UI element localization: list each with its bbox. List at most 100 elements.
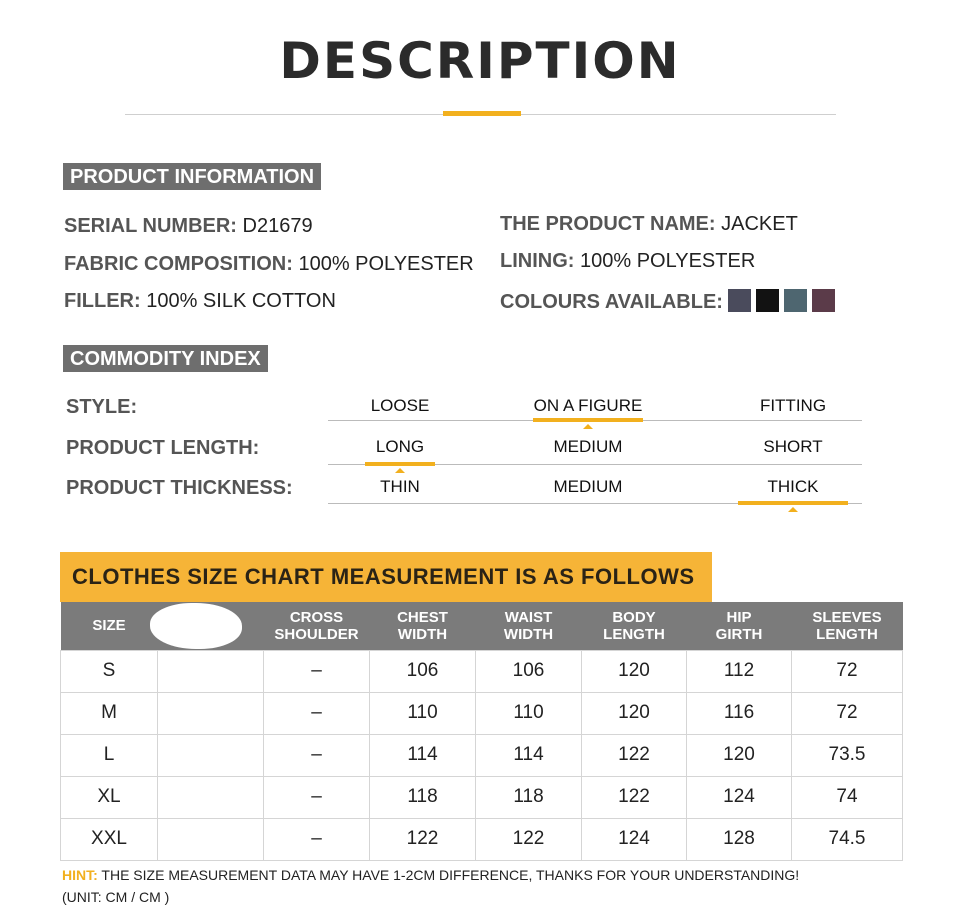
header-line: HIP [726, 608, 752, 626]
index-option: THICK [767, 477, 819, 496]
header-line: LENGTH [816, 625, 878, 643]
index-option: MEDIUM [553, 477, 623, 496]
lining-value: 100% POLYESTER [580, 250, 756, 272]
header-line: WAIST [504, 608, 553, 626]
table-cell: 122 [581, 775, 687, 819]
column-header: SIZE [60, 602, 158, 650]
column-header: BODY LENGTH [581, 602, 687, 650]
colour-swatch [727, 289, 751, 312]
table-cell: 106 [475, 649, 582, 693]
column-header: HIP GIRTH [686, 602, 792, 650]
fabric-composition: FABRIC COMPOSITION: 100% POLYESTER [64, 253, 474, 276]
table-cell: XL [60, 775, 158, 819]
header-line: CHEST [397, 608, 448, 626]
header-line: SIZE [92, 617, 126, 635]
index-option: THIN [380, 477, 420, 496]
serial-number: SERIAL NUMBER: D21679 [64, 215, 313, 238]
hint-label: HINT: [62, 867, 98, 883]
size-chart-heading: CLOTHES SIZE CHART MEASUREMENT IS AS FOL… [60, 552, 712, 602]
table-row: S –106 106 120 112 72 [60, 649, 903, 693]
selected-indicator-bar [365, 462, 435, 466]
table-cell: 120 [581, 649, 687, 693]
table-cell: 116 [686, 691, 792, 735]
table-cell: 74.5 [791, 817, 903, 861]
table-cell: 122 [475, 817, 582, 861]
header-line: WIDTH [397, 625, 448, 643]
index-option: MEDIUM [553, 437, 623, 456]
selected-indicator-arrow [395, 468, 405, 473]
header-line: WIDTH [503, 625, 554, 643]
index-option: FITTING [759, 396, 827, 415]
table-row: L –114 114 122 120 73.5 [60, 733, 903, 777]
index-label: PRODUCT THICKNESS: [66, 477, 293, 499]
table-cell: 128 [686, 817, 792, 861]
table-cell [157, 691, 264, 735]
table-row: XXL –122 122 124 128 74.5 [60, 817, 903, 861]
table-cell: 118 [369, 775, 476, 819]
column-header: CHEST WIDTH [369, 602, 476, 650]
column-header: CROSS SHOULDER [263, 602, 370, 650]
table-cell: 124 [581, 817, 687, 861]
hint: HINT: THE SIZE MEASUREMENT DATA MAY HAVE… [62, 867, 799, 883]
colour-swatch [811, 289, 835, 312]
colour-swatch [755, 289, 779, 312]
table-cell [157, 649, 264, 693]
page-title: DESCRIPTION [279, 32, 681, 90]
table-cell: S [60, 649, 158, 693]
table-cell: M [60, 691, 158, 735]
table-cell: XXL [60, 817, 158, 861]
index-row-divider [328, 464, 862, 465]
lining-label: LINING: [500, 250, 575, 272]
table-cell: 112 [686, 649, 792, 693]
name-label: THE PRODUCT NAME: [500, 213, 716, 235]
fabric-value: 100% POLYESTER [298, 253, 474, 275]
table-cell: 74 [791, 775, 903, 819]
serial-label: SERIAL NUMBER: [64, 215, 237, 237]
table-cell: 124 [686, 775, 792, 819]
index-option: SHORT [763, 437, 823, 456]
table-cell: L [60, 733, 158, 777]
redaction-mark [150, 603, 242, 649]
filler: FILLER: 100% SILK COTTON [64, 290, 336, 313]
table-cell: 122 [369, 817, 476, 861]
hint-text: THE SIZE MEASUREMENT DATA MAY HAVE 1-2CM… [101, 867, 800, 883]
colour-swatch [783, 289, 807, 312]
header-line: CROSS [289, 608, 344, 626]
title-accent-bar [443, 111, 521, 116]
unit-note: (UNIT: CM / CM ) [62, 889, 170, 905]
table-cell: 110 [475, 691, 582, 735]
product-name: THE PRODUCT NAME: JACKET [500, 213, 798, 236]
table-cell: 120 [686, 733, 792, 777]
colours-label: COLOURS AVAILABLE: [500, 291, 723, 313]
column-header: WAIST WIDTH [475, 602, 582, 650]
table-cell: – [263, 691, 370, 735]
table-cell: 118 [475, 775, 582, 819]
index-label: STYLE: [66, 396, 138, 418]
index-option: ON A FIGURE [533, 396, 643, 415]
header-line: BODY [612, 608, 656, 626]
table-cell: – [263, 775, 370, 819]
index-label: PRODUCT LENGTH: [66, 437, 260, 459]
colours-available: COLOURS AVAILABLE: [500, 289, 835, 314]
index-row-divider [328, 503, 862, 504]
table-cell: 114 [369, 733, 476, 777]
selected-indicator-bar [533, 418, 643, 422]
selected-indicator-bar [738, 501, 848, 505]
table-cell: – [263, 817, 370, 861]
index-option: LOOSE [370, 396, 430, 415]
table-cell [157, 733, 264, 777]
serial-value: D21679 [242, 215, 313, 237]
header-line: SHOULDER [274, 625, 359, 643]
table-cell [157, 775, 264, 819]
filler-value: 100% SILK COTTON [146, 290, 336, 312]
lining: LINING: 100% POLYESTER [500, 250, 755, 273]
table-cell: 120 [581, 691, 687, 735]
table-row: XL –118 118 122 124 74 [60, 775, 903, 819]
selected-indicator-arrow [583, 424, 593, 429]
size-chart-table: SIZE CROSS SHOULDER CHEST WIDTH WAIST WIDTH BOD… [60, 602, 903, 861]
table-cell: 122 [581, 733, 687, 777]
table-cell: 114 [475, 733, 582, 777]
commodity-index-heading: COMMODITY INDEX [63, 345, 268, 372]
name-value: JACKET [721, 213, 798, 235]
selected-indicator-arrow [788, 507, 798, 512]
